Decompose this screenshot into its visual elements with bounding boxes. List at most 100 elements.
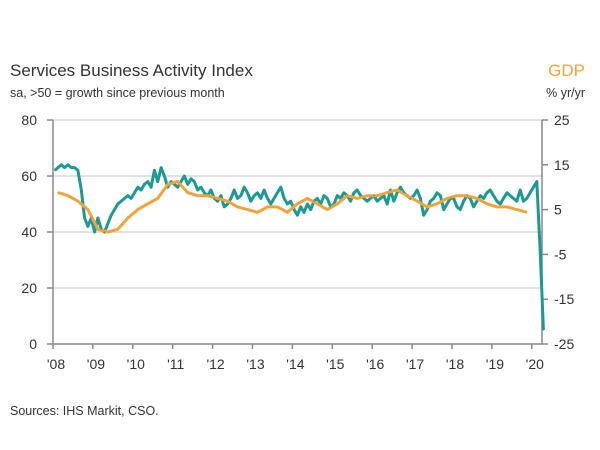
pmi-point: [509, 195, 511, 197]
pmi-point: [340, 197, 342, 199]
x-tick-label: '14: [286, 356, 304, 372]
pmi-point: [482, 197, 485, 199]
pmi-point: [283, 197, 285, 199]
pmi-point: [376, 200, 378, 202]
x-tick-label: '18: [446, 356, 464, 372]
x-tick-label: '10: [127, 356, 145, 372]
pmi-point: [290, 200, 292, 202]
pmi-point: [330, 206, 332, 208]
pmi-point: [197, 189, 199, 191]
pmi-point: [110, 214, 112, 216]
source-note: Sources: IHS Markit, CSO.: [10, 404, 159, 418]
right-axis-unit: % yr/yr: [546, 86, 585, 100]
pmi-point: [326, 197, 328, 199]
pmi-point: [246, 192, 249, 194]
gdp-point: [416, 200, 418, 202]
pmi-point: [150, 186, 152, 188]
pmi-point: [416, 189, 418, 191]
pmi-point: [137, 186, 139, 188]
pmi-point: [463, 200, 465, 202]
pmi-point: [190, 178, 192, 180]
pmi-point: [133, 192, 136, 194]
pmi-point: [423, 214, 425, 216]
pmi-point: [396, 192, 398, 194]
pmi-point: [270, 203, 272, 205]
x-tick-label: '11: [167, 356, 184, 372]
pmi-point: [97, 217, 99, 219]
pmi-point: [399, 186, 402, 188]
pmi-point: [366, 200, 368, 202]
pmi-point: [243, 186, 245, 188]
pmi-point: [223, 206, 225, 208]
pmi-point: [479, 195, 481, 197]
pmi-point: [506, 192, 508, 194]
pmi-point: [107, 223, 109, 225]
left-tick-label: 80: [21, 112, 37, 128]
pmi-point: [429, 200, 431, 202]
pmi-point: [379, 197, 382, 199]
right-tick-label: 5: [554, 202, 562, 218]
pmi-point: [103, 231, 106, 233]
pmi-point: [389, 189, 392, 191]
gdp-point: [97, 228, 99, 230]
gdp-point: [117, 228, 119, 230]
pmi-point: [522, 200, 525, 202]
pmi-point: [253, 195, 255, 197]
x-tick-label: '20: [526, 356, 544, 372]
gdp-point: [236, 206, 239, 208]
pmi-point: [93, 231, 96, 233]
pmi-point: [433, 197, 435, 199]
pmi-point: [476, 200, 478, 202]
gdp-point: [197, 195, 199, 197]
gdp-point: [187, 191, 189, 194]
pmi-point: [489, 189, 491, 191]
pmi-point: [532, 186, 535, 188]
pmi-point: [539, 248, 541, 250]
pmi-point: [502, 197, 505, 199]
gdp-line: [57, 179, 528, 234]
gdp-point: [526, 211, 528, 213]
pmi-point: [87, 225, 89, 227]
gdp-point: [326, 209, 328, 211]
gdp-point: [296, 203, 298, 205]
pmi-point: [113, 209, 116, 211]
right-tick-label: -5: [554, 246, 567, 262]
pmi-point: [127, 195, 129, 197]
pmi-point: [230, 197, 232, 199]
pmi-point: [233, 189, 235, 191]
pmi-point: [200, 186, 202, 188]
pmi-point: [456, 206, 458, 208]
gdp-point: [336, 203, 338, 205]
pmi-point: [363, 197, 365, 199]
pmi-point: [486, 192, 488, 194]
gdp-point: [167, 183, 169, 186]
gdp-point: [87, 209, 89, 211]
pmi-point: [256, 192, 259, 194]
pmi-line: [53, 163, 545, 331]
pmi-point: [187, 183, 189, 185]
gdp-point: [396, 189, 398, 191]
pmi-point: [213, 197, 215, 199]
pmi-point: [74, 167, 76, 169]
chart-title: Services Business Activity Index: [10, 61, 253, 80]
pmi-point: [499, 203, 501, 205]
pmi-point: [496, 200, 498, 202]
pmi-point: [316, 197, 318, 199]
pmi-point: [529, 192, 531, 194]
pmi-point: [220, 195, 222, 197]
left-tick-label: 20: [21, 280, 37, 296]
pmi-point: [120, 200, 122, 202]
gdp-point: [207, 195, 209, 197]
gdp-point: [67, 195, 69, 197]
pmi-point: [300, 206, 302, 208]
pmi-point: [67, 164, 69, 166]
gdp-point: [446, 197, 448, 199]
pmi-point: [403, 192, 405, 194]
gdp-point: [386, 191, 388, 194]
pmi-point: [203, 192, 205, 194]
x-tick-label: '12: [206, 356, 224, 372]
right-tick-label: 25: [554, 112, 570, 128]
x-tick-label: '15: [326, 356, 344, 372]
pmi-point: [320, 203, 322, 205]
pmi-point: [343, 192, 345, 194]
